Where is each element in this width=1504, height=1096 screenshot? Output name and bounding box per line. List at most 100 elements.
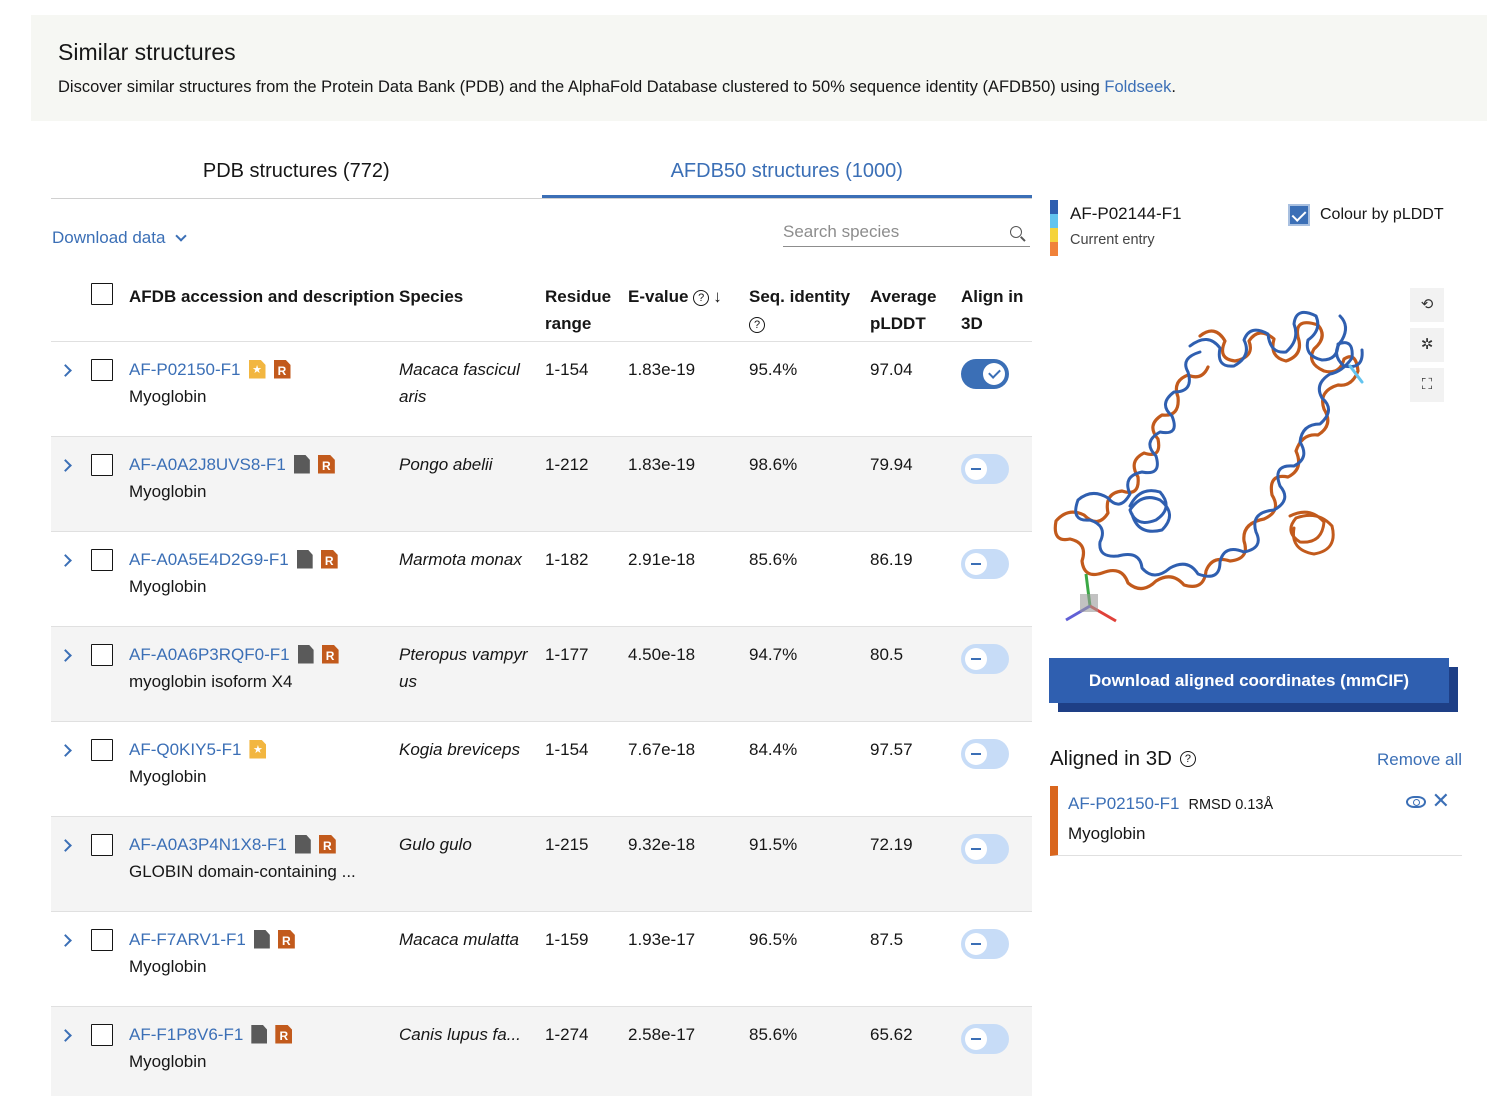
structure-3d-viewer[interactable] (1050, 276, 1457, 640)
help-icon[interactable]: ? (1179, 751, 1196, 767)
reference-icon[interactable]: R (318, 834, 336, 854)
accession-link[interactable]: AF-A0A3P4N1X8-F1 (129, 834, 287, 854)
expand-row-chevron-icon[interactable] (59, 1028, 72, 1042)
evalue-cell: 2.58e-17 (628, 1006, 749, 1096)
row-select-checkbox[interactable] (91, 1023, 113, 1046)
predicted-structure-icon[interactable]: ★ (249, 739, 267, 759)
search-species-input[interactable] (783, 222, 1003, 242)
align-3d-toggle[interactable] (961, 738, 1009, 769)
entry-description: GLOBIN domain-containing ... (129, 861, 356, 881)
foldseek-link[interactable]: Foldseek (1104, 78, 1172, 96)
species-cell: Pongo abelii (399, 436, 545, 531)
accession-link[interactable]: AF-A0A5E4D2G9-F1 (129, 549, 289, 569)
plddt-cell: 86.19 (870, 549, 913, 569)
accession-link[interactable]: AF-A0A6P3RQF0-F1 (129, 644, 290, 664)
current-entry: AF-P02144-F1 Current entry (1050, 200, 1182, 256)
reference-icon[interactable]: R (320, 549, 338, 569)
colour-by-plddt-option[interactable]: Colour by pLDDT (1288, 204, 1444, 226)
residue-range-cell: 1-182 (545, 549, 589, 569)
current-entry-id: AF-P02144-F1 (1070, 204, 1182, 223)
tab-afdb50-structures[interactable]: AFDB50 structures (1000) (541, 148, 1032, 198)
file-icon[interactable] (294, 834, 311, 854)
rmsd-value: RMSD 0.13Å (1188, 797, 1274, 813)
accession-link[interactable]: AF-F7ARV1-F1 (129, 929, 246, 949)
file-icon[interactable] (296, 549, 313, 569)
file-icon[interactable] (253, 929, 270, 949)
download-aligned-coordinates-button[interactable]: Download aligned coordinates (mmCIF) (1049, 658, 1449, 703)
align-3d-toggle[interactable] (961, 928, 1009, 959)
aligned-in-3d-heading: Aligned in 3D? (1050, 747, 1196, 771)
expand-row-chevron-icon[interactable] (59, 933, 72, 947)
row-select-checkbox[interactable] (91, 453, 113, 476)
similar-structures-banner: Similar structures Discover similar stru… (31, 15, 1487, 121)
screenshot-icon[interactable]: ✲ (1410, 328, 1444, 362)
reset-view-icon[interactable]: ⟲ (1410, 288, 1444, 322)
reference-icon[interactable]: R (273, 359, 291, 379)
expand-row-chevron-icon[interactable] (59, 648, 72, 662)
file-icon[interactable] (293, 454, 310, 474)
row-select-checkbox[interactable] (91, 358, 113, 381)
species-cell: Gulo gulo (399, 816, 545, 911)
file-icon[interactable] (297, 644, 314, 664)
accession-link[interactable]: AF-Q0KIY5-F1 (129, 739, 242, 759)
header-evalue[interactable]: E-value ? ↓ (628, 276, 749, 342)
expand-row-chevron-icon[interactable] (59, 363, 72, 377)
expand-row-chevron-icon[interactable] (59, 458, 72, 472)
accession-link[interactable]: AF-P02150-F1 (129, 359, 241, 379)
fullscreen-icon[interactable]: ⛶ (1410, 368, 1444, 402)
help-icon[interactable]: ? (749, 316, 765, 333)
accession-link[interactable]: AF-F1P8V6-F1 (129, 1024, 244, 1044)
align-3d-toggle[interactable] (961, 453, 1009, 484)
colour-by-plddt-checkbox[interactable] (1288, 204, 1310, 226)
reference-icon[interactable]: R (321, 644, 339, 664)
plddt-cell: 97.04 (870, 359, 913, 379)
align-3d-toggle[interactable] (961, 643, 1009, 674)
seq-identity-cell: 84.4% (749, 739, 798, 759)
search-species (783, 222, 1030, 247)
align-3d-toggle[interactable] (961, 833, 1009, 864)
header-residue-range: Residue range (545, 276, 628, 342)
results-table: AFDB accession and description Species R… (51, 276, 1032, 1096)
expand-row-chevron-icon[interactable] (59, 838, 72, 852)
remove-all-button[interactable]: Remove all (1377, 750, 1463, 769)
entry-description: Myoglobin (129, 576, 207, 596)
residue-range-cell: 1-212 (545, 436, 628, 531)
download-data-dropdown[interactable]: Download data (52, 228, 188, 248)
header-seq-identity: Seq. identity ? (749, 276, 870, 342)
row-select-checkbox[interactable] (91, 833, 113, 856)
row-select-checkbox[interactable] (91, 548, 113, 571)
align-3d-toggle[interactable] (961, 1023, 1009, 1054)
plddt-cell: 72.19 (870, 816, 961, 911)
plddt-cell: 80.5 (870, 626, 961, 721)
sort-down-icon[interactable]: ↓ (713, 287, 722, 306)
species-cell: Canis lupus fa... (399, 1006, 545, 1096)
tab-pdb-structures[interactable]: PDB structures (772) (202, 160, 390, 182)
row-select-checkbox[interactable] (91, 643, 113, 666)
table-row: AF-A0A5E4D2G9-F1 R Myoglobin Marmota monax 1… (51, 531, 1032, 626)
residue-range-cell: 1-177 (545, 626, 628, 721)
row-select-checkbox[interactable] (91, 738, 113, 761)
row-select-checkbox[interactable] (91, 928, 113, 951)
close-icon[interactable]: ✕ (1431, 788, 1450, 813)
accession-link[interactable]: AF-A0A2J8UVS8-F1 (129, 454, 286, 474)
plddt-legend-bar (1050, 200, 1058, 256)
table-row: AF-Q0KIY5-F1 ★ Myoglobin Kogia breviceps 1-1… (51, 721, 1032, 816)
eye-icon[interactable] (1406, 796, 1426, 808)
expand-row-chevron-icon[interactable] (59, 743, 72, 757)
select-all-checkbox[interactable] (91, 283, 113, 305)
predicted-structure-icon[interactable]: ★ (248, 359, 266, 379)
section-description: Discover similar structures from the Pro… (58, 78, 1176, 96)
reference-icon[interactable]: R (277, 929, 295, 949)
entry-description: Myoglobin (129, 481, 207, 501)
align-3d-toggle[interactable] (961, 358, 1009, 389)
expand-row-chevron-icon[interactable] (59, 553, 72, 567)
reference-icon[interactable]: R (317, 454, 335, 474)
aligned-structure-link[interactable]: AF-P02150-F1 (1068, 794, 1180, 813)
align-3d-toggle[interactable] (961, 548, 1009, 579)
aligned-structure-item: AF-P02150-F1 RMSD 0.13Å Myoglobin ✕ (1050, 786, 1462, 856)
search-icon[interactable] (1010, 226, 1022, 238)
help-icon[interactable]: ? (693, 289, 710, 306)
file-icon[interactable] (251, 1024, 268, 1044)
seq-identity-cell: 91.5% (749, 816, 870, 911)
reference-icon[interactable]: R (275, 1024, 293, 1044)
